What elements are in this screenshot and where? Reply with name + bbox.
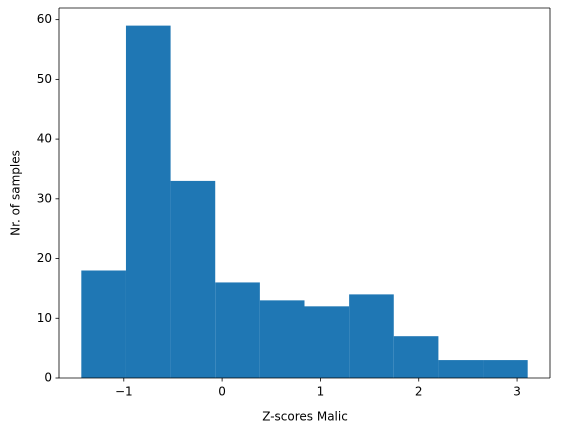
y-tick-label: 50 — [37, 72, 52, 86]
y-tick-label: 60 — [37, 12, 52, 26]
bar — [81, 270, 126, 378]
bar — [483, 360, 528, 378]
bar — [304, 306, 350, 378]
x-tick-label: −1 — [115, 385, 133, 399]
bar — [259, 300, 305, 378]
y-axis-label: Nr. of samples — [9, 150, 23, 236]
y-tick-label: 10 — [37, 311, 52, 325]
bar — [438, 360, 484, 378]
y-tick-label: 40 — [37, 132, 52, 146]
x-tick-label: 3 — [513, 385, 521, 399]
y-tick-label: 30 — [37, 191, 52, 205]
x-axis-label: Z-scores Malic — [262, 410, 348, 424]
x-tick-label: 2 — [415, 385, 423, 399]
x-tick-label: 1 — [317, 385, 325, 399]
bar — [393, 336, 439, 378]
bar — [349, 294, 394, 378]
bar — [125, 25, 171, 378]
bar — [170, 180, 216, 378]
bar — [215, 282, 260, 378]
y-tick-label: 0 — [44, 371, 52, 385]
y-tick-label: 20 — [37, 251, 52, 265]
x-tick-label: 0 — [218, 385, 226, 399]
